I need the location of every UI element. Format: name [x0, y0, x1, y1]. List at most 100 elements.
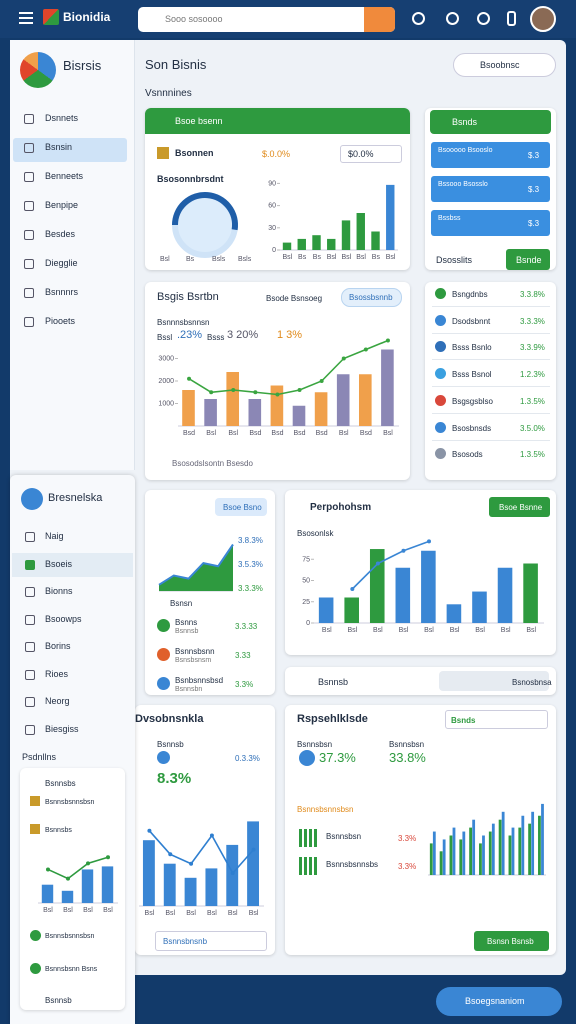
row-sub: Bsnnsb — [175, 628, 199, 635]
bar — [81, 869, 94, 903]
divider — [432, 306, 550, 307]
x-tick-label: Bsl — [103, 907, 113, 914]
avatar[interactable] — [530, 6, 556, 32]
nav-icon — [25, 697, 35, 707]
x-tick-label: Bsl — [283, 254, 293, 261]
button[interactable] — [431, 210, 550, 236]
x-tick-label: Bsl — [63, 907, 73, 914]
bar — [462, 831, 466, 875]
button-label: Bsnsn Bsnsb — [487, 937, 534, 946]
y-tick-label: 30 — [268, 225, 276, 232]
bar — [336, 374, 350, 426]
stat-label: Bsss — [207, 333, 225, 342]
card-title: Bsoe bsenn — [175, 116, 223, 126]
x-tick-label: Bsl — [356, 254, 366, 261]
icon — [30, 824, 40, 834]
row-value: 3.3% — [398, 834, 417, 843]
avatar — [299, 750, 315, 766]
icon — [299, 857, 319, 875]
nav-item: Benpipe — [45, 200, 79, 210]
bar — [446, 604, 462, 623]
bar — [356, 213, 365, 250]
dropdown-label: Bsoobnsc — [480, 60, 520, 70]
button[interactable] — [431, 142, 550, 168]
icon — [435, 288, 446, 299]
button[interactable] — [506, 249, 550, 270]
button[interactable] — [474, 931, 549, 951]
row-name: Bsnnsbs — [45, 827, 72, 834]
stat-value: .23% — [177, 329, 203, 341]
button[interactable] — [341, 288, 402, 307]
button-label: Bsossbsnnb — [349, 293, 393, 302]
row-value: 1.3.5% — [520, 396, 545, 406]
bar — [501, 811, 505, 875]
x-tick-label: Bsl — [83, 907, 93, 914]
row-value: 3.33 — [235, 651, 251, 660]
x-tick-label: Bsl — [206, 430, 216, 437]
section-label: Psdnllns — [22, 752, 57, 762]
bar — [488, 831, 492, 875]
nav-icon — [25, 614, 35, 625]
nav-active[interactable] — [13, 138, 127, 162]
nav-item: Borins — [45, 641, 71, 651]
bar — [498, 819, 502, 875]
sidebar-title: Bisrsis — [63, 58, 102, 73]
button-value: $.3 — [528, 185, 540, 194]
card — [285, 705, 556, 955]
bar — [247, 821, 260, 906]
search-box[interactable] — [138, 7, 395, 32]
row-name: Bsss Bsnol — [452, 370, 492, 380]
button[interactable] — [489, 497, 550, 517]
bar — [491, 823, 495, 875]
menu-button[interactable] — [19, 12, 33, 24]
link[interactable]: Bsnnsb — [45, 996, 72, 1005]
nav-item: Biesgiss — [45, 723, 79, 734]
line — [351, 540, 430, 590]
button[interactable] — [439, 671, 549, 691]
button[interactable] — [215, 498, 267, 516]
icon[interactable] — [412, 12, 425, 25]
icon[interactable] — [477, 12, 490, 25]
nav-icon — [24, 317, 34, 327]
bar — [226, 372, 240, 426]
filter: Bsode Bsnsoeg — [266, 294, 323, 303]
subtitle: Bsosonlsk — [297, 529, 334, 538]
nav-item: Benneets — [45, 171, 84, 181]
nav-item: Bsoeis — [45, 558, 73, 569]
sidebar-title: Bresnelska — [48, 492, 103, 504]
logo — [43, 9, 59, 25]
icon[interactable] — [507, 11, 516, 26]
bar — [358, 374, 372, 426]
combo-chart: 0 25 50 75 Bsl Bsl Bsl Bsl Bsl Bsl Bsl Bsl Bsl — [302, 539, 544, 634]
icon — [435, 368, 446, 380]
row-name: Bsnnsbsn — [326, 832, 362, 841]
bar — [432, 831, 436, 875]
x-tick-label: Bsl — [424, 627, 434, 634]
bar — [371, 231, 380, 250]
bar — [142, 840, 155, 906]
floating-button[interactable] — [436, 987, 562, 1016]
search-button[interactable] — [364, 7, 395, 32]
icon — [435, 341, 446, 353]
row-name: Dsodsbnnt — [452, 316, 491, 326]
x-tick-label: Bsl — [43, 907, 53, 914]
x-tick-label: Bs — [298, 254, 307, 261]
button[interactable] — [431, 176, 550, 202]
x-tick-label: Bs — [313, 254, 322, 261]
dropdown[interactable] — [155, 931, 267, 951]
row-value: 3.3.9% — [520, 343, 545, 353]
dropdown[interactable] — [453, 53, 556, 77]
select[interactable] — [445, 710, 548, 729]
gauge-label: Bsls — [238, 256, 252, 263]
combo-chart: Bsl Bsl Bsl Bsl — [38, 855, 118, 914]
combo-chart: Bsl Bsl Bsl Bsl Bsl Bsl — [139, 821, 264, 917]
icon[interactable] — [446, 12, 459, 25]
bar — [508, 835, 512, 875]
bar — [292, 405, 306, 426]
bar — [386, 184, 395, 250]
select[interactable] — [340, 145, 402, 163]
x-tick-label: Bsd — [316, 430, 328, 437]
nav-icon — [25, 559, 35, 570]
row-value: 3.3% — [235, 680, 254, 689]
nav-item: Bsoowps — [45, 613, 82, 624]
